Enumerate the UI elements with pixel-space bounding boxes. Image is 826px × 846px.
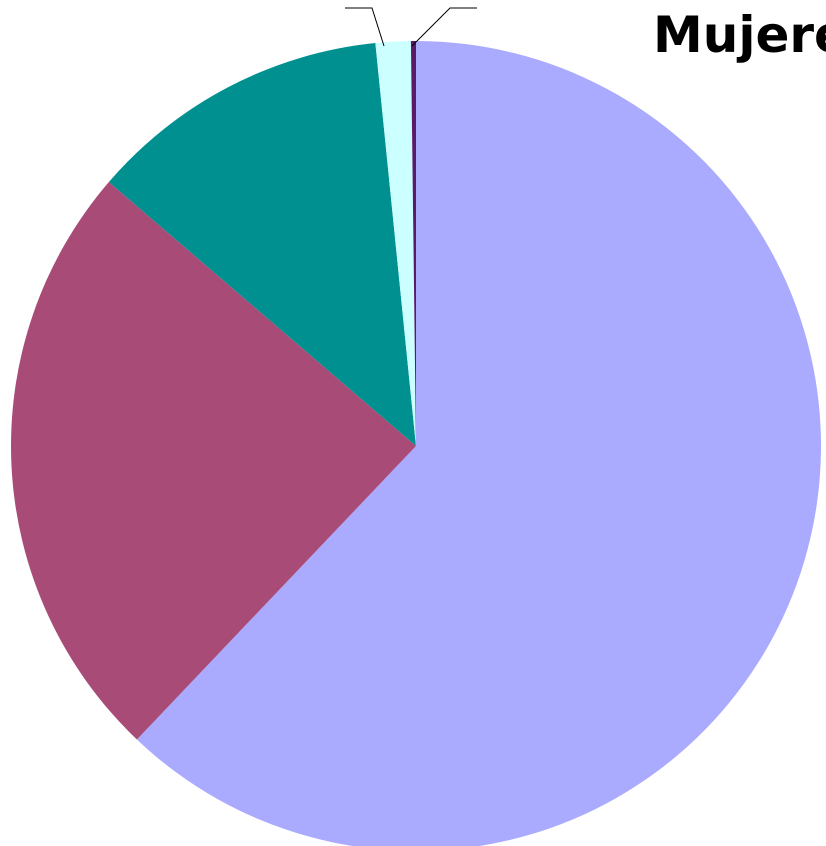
pie-slice	[108, 43, 416, 447]
chart-title: Mujere	[653, 6, 826, 64]
pie-slice	[10, 182, 416, 740]
pie-slice	[136, 41, 821, 846]
pie	[10, 41, 821, 846]
leader-line	[411, 7, 477, 47]
pie-slice	[375, 41, 416, 446]
pie-slice	[410, 41, 416, 446]
leader-line	[345, 7, 385, 47]
